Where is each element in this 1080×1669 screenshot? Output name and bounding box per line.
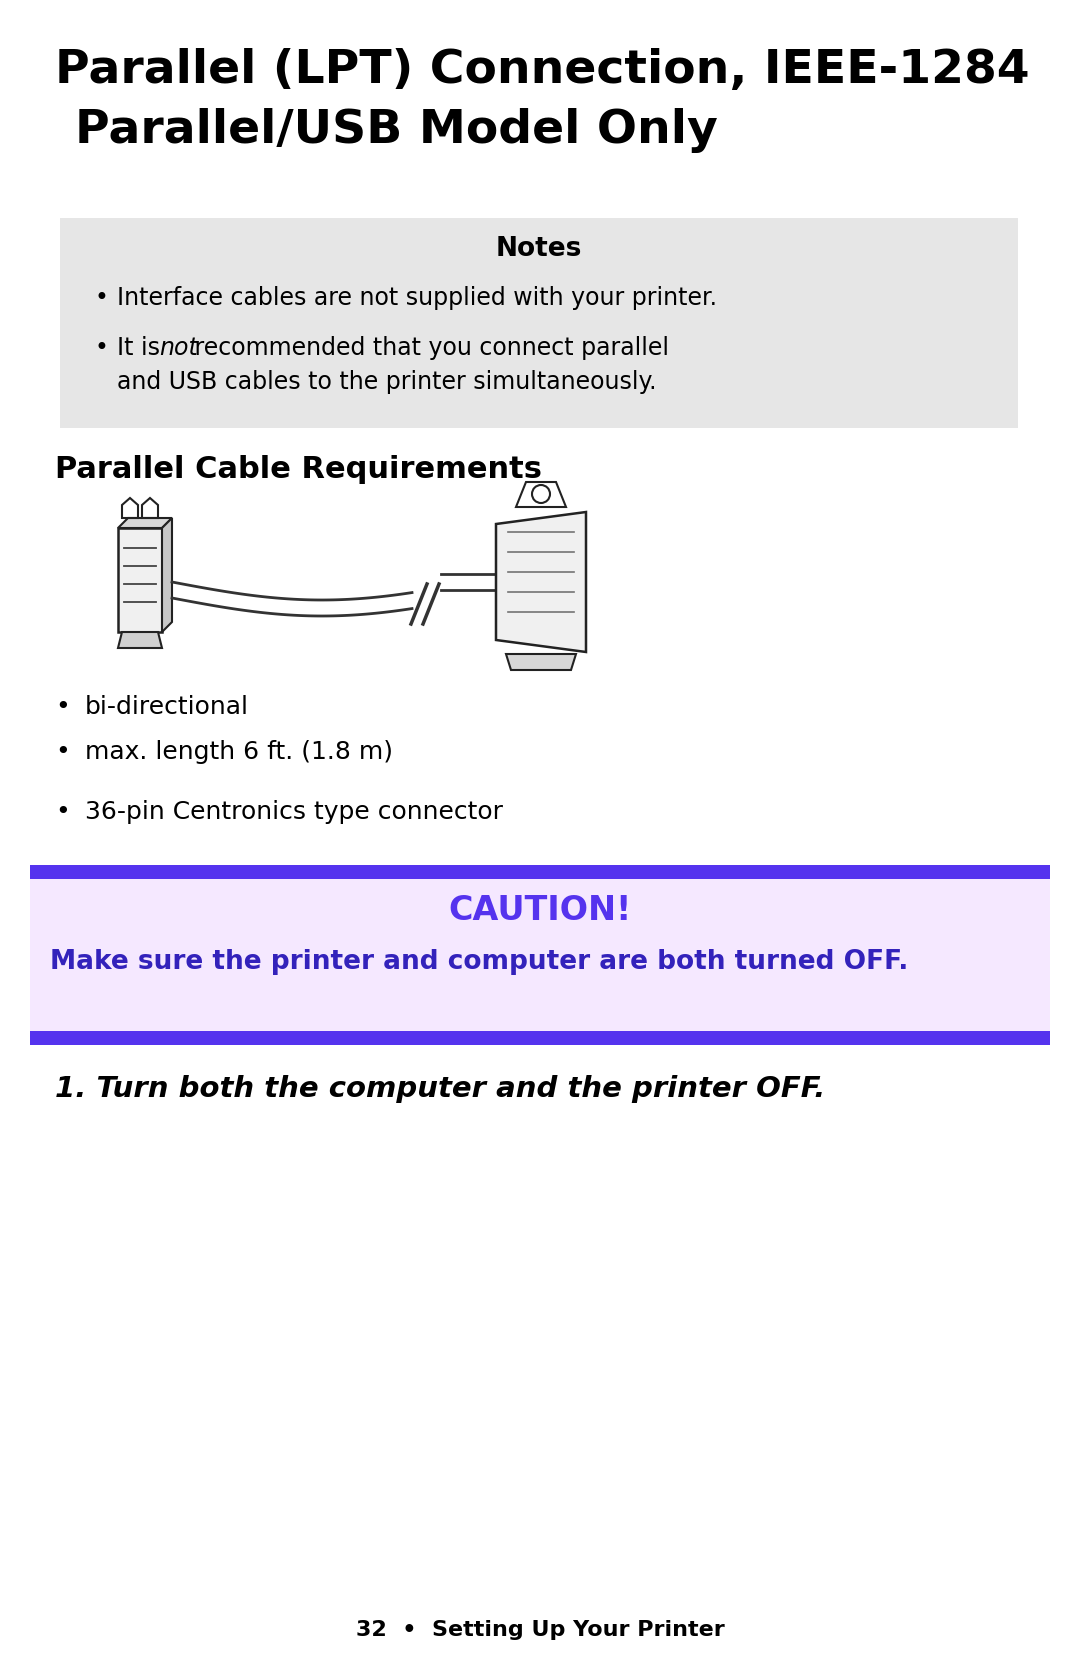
Text: Interface cables are not supplied with your printer.: Interface cables are not supplied with y… [117,285,717,310]
Polygon shape [162,517,172,633]
FancyBboxPatch shape [30,880,1050,1031]
Text: Parallel/USB Model Only: Parallel/USB Model Only [75,108,718,154]
Text: Notes: Notes [496,235,582,262]
FancyBboxPatch shape [30,865,1050,880]
Text: •: • [95,285,109,310]
Text: •: • [55,799,70,824]
FancyBboxPatch shape [30,1031,1050,1045]
Text: Parallel Cable Requirements: Parallel Cable Requirements [55,456,542,484]
Text: bi-directional: bi-directional [85,694,249,719]
Text: recommended that you connect parallel: recommended that you connect parallel [187,335,669,361]
Polygon shape [507,654,576,669]
Text: Parallel (LPT) Connection, IEEE-1284: Parallel (LPT) Connection, IEEE-1284 [55,48,1029,93]
Text: •: • [55,694,70,719]
Text: CAUTION!: CAUTION! [448,895,632,926]
Text: •: • [55,739,70,764]
Polygon shape [118,517,172,527]
Text: 36-pin Centronics type connector: 36-pin Centronics type connector [85,799,503,824]
Text: max. length 6 ft. (1.8 m): max. length 6 ft. (1.8 m) [85,739,393,764]
Text: not: not [159,335,198,361]
Polygon shape [496,512,586,653]
Text: It is: It is [117,335,167,361]
Text: 32  •  Setting Up Your Printer: 32 • Setting Up Your Printer [355,1621,725,1641]
Polygon shape [118,527,162,633]
FancyBboxPatch shape [60,219,1018,427]
Text: •: • [95,335,109,361]
Text: 1. Turn both the computer and the printer OFF.: 1. Turn both the computer and the printe… [55,1075,825,1103]
Text: and USB cables to the printer simultaneously.: and USB cables to the printer simultaneo… [117,371,657,394]
Polygon shape [118,633,162,648]
Text: Make sure the printer and computer are both turned OFF.: Make sure the printer and computer are b… [50,950,908,975]
